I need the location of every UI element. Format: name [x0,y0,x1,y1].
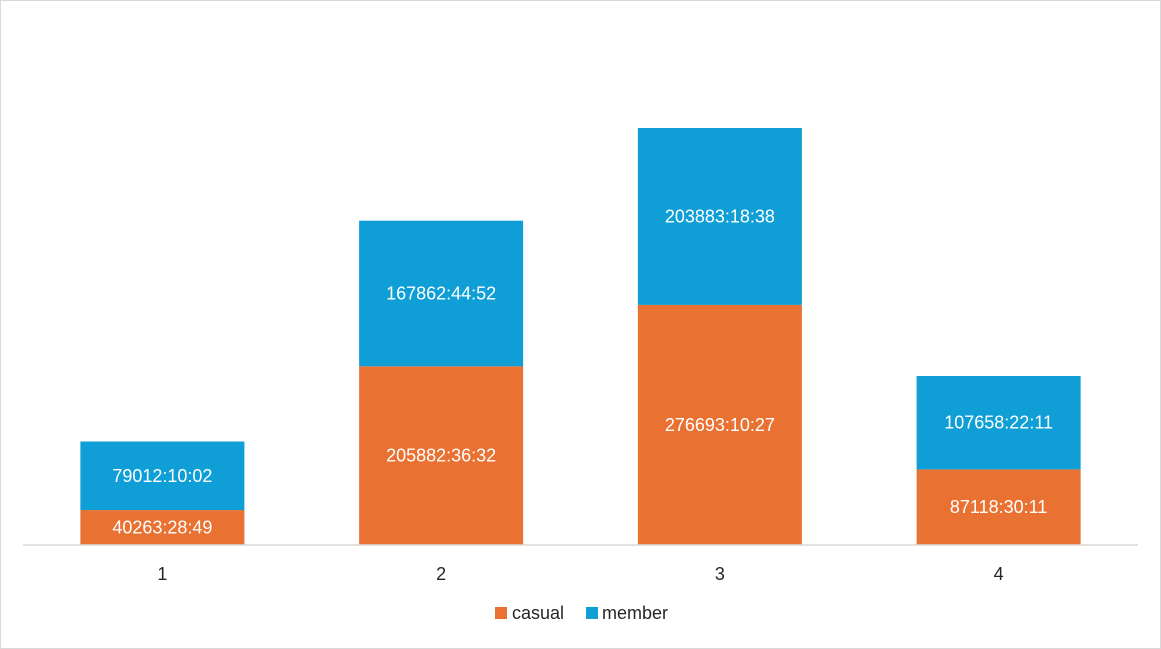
data-label-casual-1: 40263:28:49 [112,518,212,538]
bar-member-4 [916,375,1081,470]
legend-swatch-member [586,607,598,619]
bar-member-1 [80,441,245,511]
data-label-member-4: 107658:22:11 [944,413,1053,433]
x-tick-label-1: 1 [157,564,167,584]
bar-casual-1 [80,510,245,545]
bar-casual-2 [359,366,524,545]
x-tick-label-2: 2 [436,564,446,584]
data-label-member-2: 167862:44:52 [386,284,496,304]
data-label-member-1: 79012:10:02 [112,466,212,486]
legend-label-member: member [602,603,668,623]
data-label-casual-3: 276693:10:27 [665,415,775,435]
data-label-casual-4: 87118:30:11 [950,497,1047,517]
data-label-member-3: 203883:18:38 [665,206,775,226]
data-label-casual-2: 205882:36:32 [386,446,496,466]
bar-member-3 [637,128,802,305]
bar-member-2 [359,220,524,367]
x-tick-label-4: 4 [994,564,1004,584]
legend-swatch-casual [495,607,507,619]
bar-casual-4 [916,469,1081,545]
bar-casual-3 [637,304,802,545]
legend-label-casual: casual [512,603,564,623]
x-tick-label-3: 3 [715,564,725,584]
